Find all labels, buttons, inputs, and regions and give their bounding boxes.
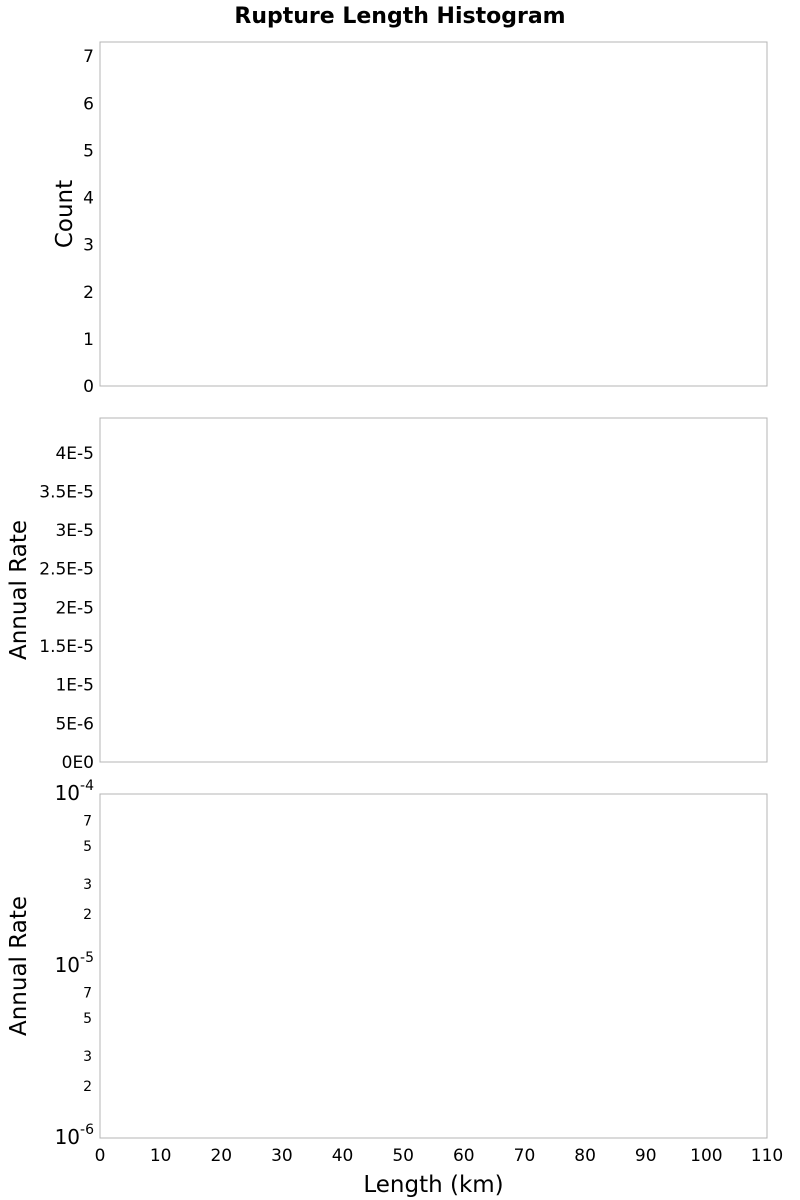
y-tick-label: 1E-5	[55, 676, 94, 696]
annual-rate-linear-panel: 0E0 5E-6 1E-5 1.5E-5 2E-5 2.5E-5 3E-5 3.5E-5 4E-…	[6, 417, 768, 773]
y-tick-label: 3E-5	[55, 521, 94, 541]
x-tick-label: 0	[95, 1146, 106, 1166]
y-major-tick-exponent: -5	[80, 950, 94, 966]
y-major-tick-exponent: -6	[80, 1122, 94, 1138]
x-tick-label: 90	[635, 1146, 657, 1166]
y-tick-label: 1	[83, 330, 94, 350]
x-tick-label: 30	[271, 1146, 293, 1166]
y-axis-label: Count	[52, 180, 78, 248]
x-tick-label: 100	[690, 1146, 722, 1166]
x-tick-label: 40	[332, 1146, 354, 1166]
y-tick-label: 0E0	[62, 753, 94, 773]
x-axis-label: Length (km)	[363, 1172, 503, 1198]
y-tick-label: 0	[83, 377, 94, 397]
y-tick-label: 1.5E-5	[39, 637, 94, 657]
y-tick-label: 5E-6	[55, 714, 94, 734]
y-tick-label: 2	[83, 283, 94, 303]
y-major-tick-label: 10-4	[55, 778, 95, 805]
chart-title: Rupture Length Histogram	[234, 4, 565, 29]
y-major-tick-base: 10	[55, 953, 80, 977]
y-minor-tick-label: 3	[83, 1049, 92, 1065]
y-tick-label: 2.5E-5	[39, 560, 94, 580]
x-tick-label: 10	[150, 1146, 172, 1166]
plot-frame	[99, 41, 768, 387]
x-tick-label: 110	[751, 1146, 783, 1166]
y-minor-tick-label: 3	[83, 877, 92, 893]
x-tick-label: 80	[574, 1146, 596, 1166]
y-major-tick-label: 10-6	[55, 1122, 95, 1149]
plot-frame	[99, 793, 768, 1139]
y-tick-label: 3.5E-5	[39, 482, 94, 502]
y-minor-tick-label: 7	[83, 814, 92, 830]
y-major-tick-base: 10	[55, 781, 80, 805]
plot-frame	[99, 417, 768, 763]
y-minor-tick-label: 2	[83, 907, 92, 923]
y-major-tick-exponent: -4	[80, 778, 94, 794]
y-minor-tick-label: 2	[83, 1079, 92, 1095]
y-tick-label: 3	[83, 236, 94, 256]
y-tick-label: 4	[83, 189, 94, 209]
x-tick-label: 60	[453, 1146, 475, 1166]
y-tick-label: 6	[83, 94, 94, 114]
y-axis-label: Annual Rate	[6, 520, 32, 660]
x-tick-label: 50	[392, 1146, 414, 1166]
y-minor-tick-label: 5	[83, 839, 92, 855]
y-major-tick-base: 10	[55, 1125, 80, 1149]
x-tick-label: 70	[514, 1146, 536, 1166]
x-tick-label: 20	[210, 1146, 232, 1166]
y-tick-label: 4E-5	[55, 444, 94, 464]
y-axis-label: Annual Rate	[6, 896, 32, 1036]
y-major-tick-label: 10-5	[55, 950, 94, 977]
y-tick-label: 2E-5	[55, 598, 94, 618]
y-tick-label: 7	[83, 47, 94, 67]
y-minor-tick-label: 7	[83, 986, 92, 1002]
count-histogram-panel: 0 1 2 3 4 5 6 7 Count	[52, 41, 768, 397]
y-tick-label: 5	[83, 141, 94, 161]
y-minor-tick-label: 5	[83, 1011, 92, 1027]
